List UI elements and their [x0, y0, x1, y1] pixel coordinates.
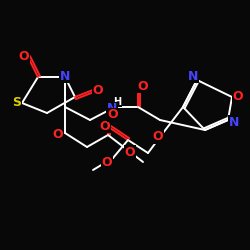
Text: N: N	[60, 70, 70, 82]
Text: O: O	[102, 156, 112, 168]
Text: O: O	[19, 50, 29, 62]
Text: O: O	[100, 120, 110, 132]
Text: O: O	[53, 128, 63, 141]
Text: O: O	[108, 108, 118, 122]
Text: O: O	[93, 84, 103, 96]
Text: O: O	[125, 146, 135, 158]
Text: N: N	[107, 102, 117, 116]
Text: O: O	[153, 130, 163, 143]
Text: O: O	[233, 90, 243, 104]
Text: H: H	[113, 97, 121, 107]
Text: S: S	[12, 96, 22, 110]
Text: N: N	[229, 116, 239, 128]
Text: N: N	[188, 70, 198, 82]
Text: O: O	[138, 80, 148, 92]
